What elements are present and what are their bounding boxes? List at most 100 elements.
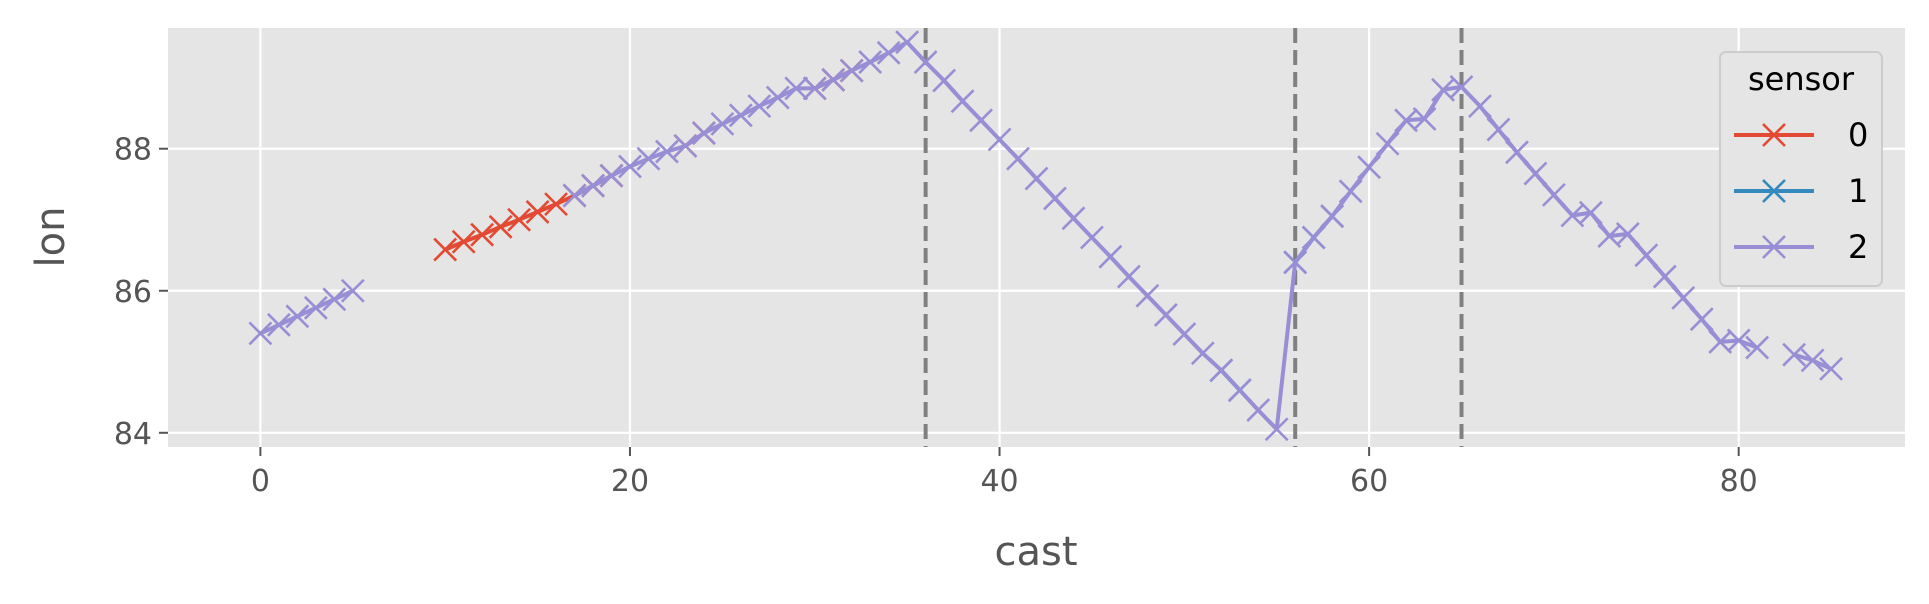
data-point: [1098, 244, 1123, 269]
data-point: [1634, 243, 1659, 268]
data-point: [1468, 94, 1492, 119]
data-point: [1006, 146, 1030, 171]
legend-title: sensor: [1748, 60, 1855, 98]
data-point: [1024, 166, 1049, 191]
data-point: [728, 103, 753, 128]
legend-marker: [1762, 123, 1786, 147]
legend-marker: [1762, 179, 1786, 203]
data-point: [1615, 222, 1640, 246]
x-tick-label: 20: [611, 464, 649, 499]
data-point: [1689, 307, 1714, 332]
data-point: [1375, 131, 1400, 156]
legend-entry-1: 1: [1734, 172, 1868, 210]
data-point: [655, 139, 679, 164]
data-point: [913, 50, 938, 75]
data-point: [876, 40, 901, 65]
data-point: [303, 295, 328, 320]
data-point: [1782, 342, 1807, 367]
data-point: [433, 237, 458, 262]
data-point: [1172, 322, 1197, 347]
data-point: [1153, 302, 1178, 327]
data-point: [1209, 358, 1234, 383]
data-point: [710, 111, 735, 136]
data-point: [266, 312, 291, 337]
legend-entry-2: 2: [1734, 228, 1868, 266]
data-point: [1135, 283, 1160, 308]
data-point: [691, 121, 716, 146]
data-point: [1800, 348, 1825, 373]
series-2: [248, 30, 1844, 442]
data-point: [340, 278, 365, 303]
y-tick-label: 84: [114, 417, 152, 452]
data-point: [1671, 285, 1696, 310]
data-point: [1116, 264, 1141, 289]
data-point: [636, 146, 661, 171]
data-point: [1357, 155, 1382, 180]
reference-lines: [923, 28, 1464, 447]
series-lines: [248, 30, 1844, 442]
x-axis-label: cast: [994, 529, 1077, 575]
data-point: [1541, 182, 1566, 207]
data-point: [1412, 106, 1437, 131]
legend-label: 1: [1848, 172, 1868, 210]
data-point: [1227, 378, 1252, 403]
data-point: [1301, 225, 1326, 250]
data-point: [1505, 140, 1529, 165]
data-point: [673, 133, 698, 158]
data-point: [950, 89, 975, 114]
data-point: [488, 214, 513, 239]
legend-label: 2: [1848, 228, 1868, 266]
data-point: [1283, 250, 1308, 275]
data-point: [1819, 356, 1844, 381]
plot-background: [168, 28, 1905, 447]
data-point: [747, 94, 772, 119]
data-point: [470, 222, 495, 247]
legend-marker: [1762, 235, 1786, 259]
data-point: [599, 163, 624, 188]
data-point: [1708, 329, 1733, 354]
data-point: [1080, 225, 1104, 250]
x-tick-label: 60: [1350, 464, 1388, 499]
data-point: [1338, 179, 1363, 204]
data-point: [285, 304, 310, 329]
data-point: [802, 76, 827, 101]
data-point: [1043, 186, 1067, 211]
y-tick-label: 86: [114, 275, 152, 310]
data-point: [858, 50, 883, 75]
data-point: [1745, 335, 1770, 360]
data-point: [1320, 204, 1345, 229]
x-tick-label: 40: [980, 464, 1018, 499]
data-point: [1726, 328, 1751, 353]
legend-label: 0: [1848, 116, 1868, 154]
data-point: [1246, 398, 1271, 422]
data-point: [765, 85, 790, 110]
data-point: [581, 173, 605, 198]
data-point: [895, 30, 920, 55]
legend: sensor 0 1 2: [1719, 51, 1883, 287]
data-point: [839, 58, 864, 83]
data-point: [544, 192, 568, 217]
legend-box: [1719, 51, 1883, 287]
data-point: [451, 229, 476, 254]
data-point: [248, 321, 273, 346]
legend-entry-0: 0: [1734, 116, 1868, 154]
data-point: [525, 200, 550, 224]
data-point: [1578, 200, 1603, 225]
data-point: [1264, 417, 1289, 442]
data-point: [1486, 117, 1511, 142]
x-tick-label: 0: [251, 464, 270, 499]
data-point: [1394, 108, 1418, 133]
data-point: [987, 127, 1012, 152]
data-point: [821, 67, 846, 92]
data-point: [562, 183, 587, 208]
data-point: [1652, 264, 1677, 289]
y-axis-label: lon: [28, 207, 74, 268]
data-point: [322, 287, 347, 312]
data-point: [784, 76, 809, 101]
data-point: [1449, 75, 1474, 99]
x-tick-label: 80: [1720, 464, 1758, 499]
data-point: [1061, 206, 1086, 231]
data-point: [507, 207, 532, 232]
data-point: [618, 154, 642, 179]
